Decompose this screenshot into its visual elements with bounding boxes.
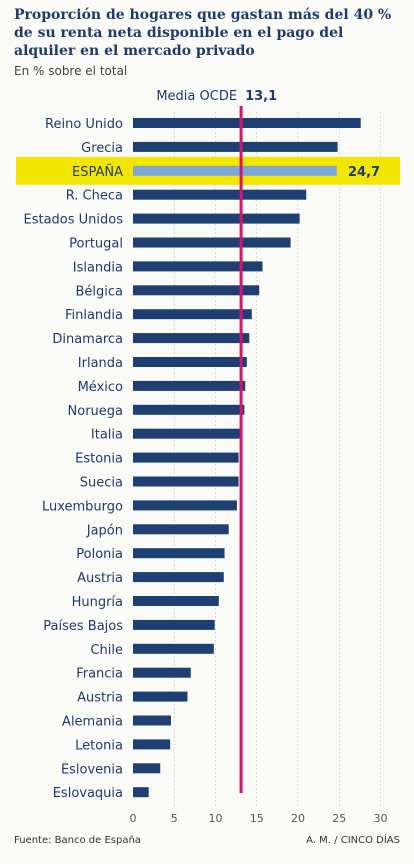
x-tick-label: 30 [374, 812, 388, 825]
category-label: Chile [90, 643, 123, 658]
bar-11 [133, 380, 246, 391]
ocde-average-value: 13,1 [245, 89, 277, 104]
chart-title: Proporción de hogares que gastan más del… [14, 7, 392, 59]
category-label: Bélgica [75, 284, 123, 299]
category-label: Hungría [72, 595, 123, 610]
x-tick-label: 25 [332, 812, 346, 825]
chart-subtitle: En % sobre el total [14, 64, 128, 78]
category-label: Islandia [73, 260, 123, 275]
category-label: México [78, 380, 123, 395]
bar-18 [133, 548, 225, 559]
category-label: Estados Unidos [23, 213, 123, 228]
bar-9 [133, 333, 250, 344]
bar-7 [133, 285, 260, 296]
bars [133, 118, 361, 798]
x-tick-labels: 0 5 10 15 20 25 30 [130, 812, 388, 825]
bar-4 [133, 213, 300, 224]
category-label: Irlanda [78, 356, 123, 371]
bar-21 [133, 619, 215, 630]
bar-22 [133, 643, 214, 654]
category-label: R. Checa [66, 189, 123, 204]
credit-note: A. M. / CINCO DÍAS [306, 835, 400, 846]
category-label: Finlandia [65, 308, 123, 323]
category-label: Alemania [62, 715, 123, 730]
x-tick-label: 20 [291, 812, 305, 825]
bar-26 [133, 739, 171, 750]
source-note: Fuente: Banco de España [14, 835, 141, 846]
category-label: Japón [86, 523, 123, 538]
category-label: Letonia [75, 738, 123, 753]
bar-15 [133, 476, 239, 487]
category-label: Suecia [80, 476, 123, 491]
bar-20 [133, 596, 219, 606]
bar-14 [133, 452, 239, 463]
category-label: Luxemburgo [42, 499, 123, 514]
bar-17 [133, 524, 229, 535]
bar-1 [133, 141, 338, 152]
x-tick-label: 5 [171, 812, 178, 825]
bar-23 [133, 667, 191, 678]
bar-24 [133, 691, 188, 702]
category-label: Noruega [68, 404, 123, 419]
bar-16 [133, 500, 237, 511]
category-label: Eslovaquia [53, 786, 123, 801]
ocde-average-label: Media OCDE [156, 89, 237, 104]
category-label: Italia [91, 428, 123, 443]
category-label: Países Bajos [43, 619, 123, 634]
category-label: Portugal [69, 237, 123, 252]
category-label: Francia [76, 667, 123, 682]
bar-25 [133, 715, 171, 726]
bar-19 [133, 572, 224, 583]
category-label: Dinamarca [52, 332, 123, 347]
bar-5 [133, 237, 291, 248]
category-label: Eslovenia [61, 762, 123, 777]
bar-13 [133, 428, 241, 439]
category-label: Reino Unido [45, 117, 123, 132]
bar-12 [133, 404, 245, 415]
bar-8 [133, 309, 252, 320]
bar-28 [133, 787, 149, 798]
category-label: Austria [77, 691, 123, 706]
bar-27 [133, 763, 161, 774]
x-tick-label: 0 [130, 812, 137, 825]
bar-3 [133, 189, 307, 200]
bar-0 [133, 118, 361, 128]
category-labels: Reino Unido Grecia ESPAÑA 24,7 R. Checa Estad… [23, 117, 380, 801]
highlight-value-label: 24,7 [348, 165, 380, 180]
bar-2 [133, 165, 337, 176]
category-label: Estonia [75, 452, 123, 467]
category-label: Polonia [76, 547, 123, 562]
x-tick-label: 15 [250, 812, 264, 825]
reference-line: Media OCDE 13,1 [156, 89, 277, 793]
category-label: ESPAÑA [72, 164, 123, 180]
category-label: Austria [77, 571, 123, 586]
category-label: Grecia [81, 141, 123, 156]
bar-10 [133, 357, 247, 367]
bar-6 [133, 261, 263, 272]
x-tick-label: 10 [209, 812, 223, 825]
